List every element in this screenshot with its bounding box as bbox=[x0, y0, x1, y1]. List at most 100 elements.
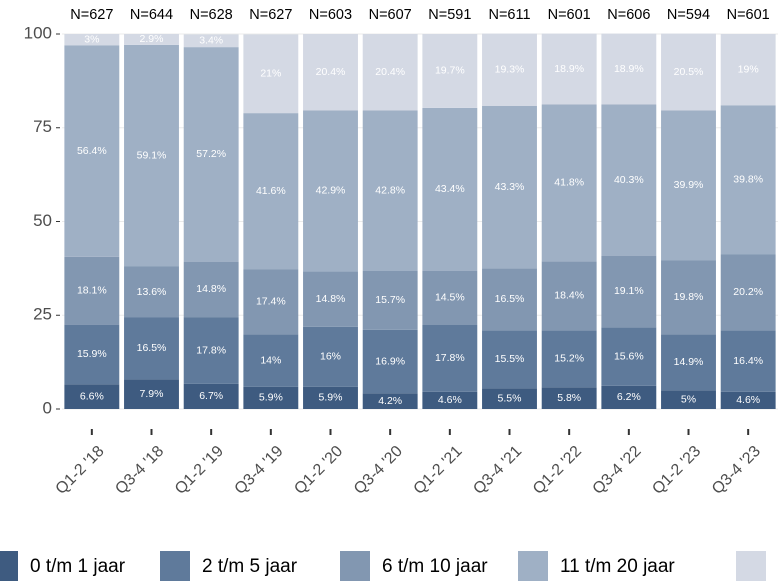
legend-swatch bbox=[0, 551, 18, 581]
x-tick-label: Q3-4 '19 bbox=[232, 443, 287, 498]
bar-segment bbox=[303, 34, 358, 111]
bar-segment bbox=[541, 33, 597, 105]
value-label: 7.9% bbox=[140, 388, 164, 400]
value-label: 5.5% bbox=[498, 392, 522, 404]
bar-segment bbox=[482, 33, 537, 106]
bar-segment bbox=[124, 317, 179, 380]
bar-segment bbox=[601, 385, 657, 409]
value-label: 19.1% bbox=[614, 285, 644, 297]
bar-segment bbox=[661, 33, 716, 111]
value-label: 14.8% bbox=[316, 293, 346, 305]
value-label: 15.2% bbox=[554, 353, 584, 365]
bar-segment bbox=[661, 334, 716, 391]
bar-segment bbox=[541, 261, 597, 331]
x-tick-label: Q1-2 '21 bbox=[411, 443, 466, 498]
bar-segment bbox=[541, 330, 597, 388]
x-tick-label: Q3-4 '20 bbox=[351, 443, 406, 498]
value-label: 3% bbox=[84, 33, 99, 45]
value-label: 3.4% bbox=[199, 35, 223, 47]
value-label: 41.6% bbox=[256, 185, 286, 197]
value-label: 6.6% bbox=[80, 390, 104, 402]
value-label: 16.9% bbox=[375, 355, 405, 367]
x-tick-label: Q3-4 '22 bbox=[590, 443, 645, 498]
n-label: N=601 bbox=[548, 7, 591, 23]
value-label: 14.5% bbox=[435, 292, 465, 304]
value-label: 6.2% bbox=[617, 391, 641, 403]
bar-segment bbox=[183, 317, 239, 384]
value-label: 5% bbox=[681, 393, 696, 405]
value-label: 16.5% bbox=[495, 293, 525, 305]
bar-segment bbox=[482, 106, 537, 269]
bar-segment bbox=[243, 113, 299, 270]
bar-segment bbox=[362, 329, 418, 394]
bar-segment bbox=[720, 391, 776, 409]
value-label: 4.2% bbox=[378, 395, 402, 407]
bar-segment bbox=[422, 325, 478, 392]
value-label: 20.5% bbox=[674, 66, 704, 78]
value-label: 14% bbox=[260, 354, 281, 366]
bar-segment bbox=[362, 271, 418, 330]
n-label: N=607 bbox=[369, 7, 412, 23]
bar-segment bbox=[601, 327, 657, 386]
bar-segment bbox=[64, 34, 120, 46]
x-tick-label: Q1-2 '23 bbox=[649, 443, 704, 498]
bar-segment bbox=[243, 34, 299, 114]
value-label: 15.6% bbox=[614, 350, 644, 362]
value-label: 39.8% bbox=[733, 174, 763, 186]
x-tick-label: Q1-2 '18 bbox=[53, 443, 108, 498]
legend-swatch bbox=[160, 551, 190, 581]
value-label: 19.3% bbox=[495, 64, 525, 76]
value-label: 15.5% bbox=[495, 353, 525, 365]
value-label: 16.4% bbox=[733, 355, 763, 367]
n-label: N=627 bbox=[70, 7, 113, 23]
bar-segment bbox=[422, 34, 478, 108]
bar-segment bbox=[422, 391, 478, 409]
value-label: 4.6% bbox=[736, 394, 760, 406]
x-tick-label: Q1-2 '20 bbox=[291, 443, 346, 498]
value-label: 41.8% bbox=[554, 177, 584, 189]
y-tick-label: 25 bbox=[33, 305, 52, 324]
value-label: 19.7% bbox=[435, 65, 465, 77]
bar-segment bbox=[601, 104, 657, 256]
x-tick-label: Q1-2 '22 bbox=[530, 443, 585, 498]
bar-segment bbox=[183, 261, 239, 318]
legend-swatch bbox=[518, 551, 548, 581]
value-label: 18.9% bbox=[554, 63, 584, 75]
y-tick-label: 0 bbox=[43, 398, 52, 417]
value-label: 21% bbox=[260, 68, 281, 80]
bar-segment bbox=[661, 110, 716, 261]
bar-segment bbox=[124, 266, 179, 318]
value-label: 42.8% bbox=[375, 185, 405, 197]
x-tick-label: Q1-2 '19 bbox=[172, 443, 227, 498]
bar-segment bbox=[243, 334, 299, 387]
value-label: 18.1% bbox=[77, 284, 107, 296]
n-label: N=594 bbox=[667, 7, 710, 23]
legend-label: 11 t/m 20 jaar bbox=[560, 556, 675, 577]
bar-segment bbox=[362, 393, 418, 409]
value-label: 2.9% bbox=[140, 33, 164, 45]
y-tick-label: 75 bbox=[33, 117, 52, 136]
legend-label: 2 t/m 5 jaar bbox=[202, 556, 298, 577]
n-label: N=611 bbox=[488, 7, 530, 23]
bar-segment bbox=[243, 386, 299, 409]
bar-segment bbox=[482, 388, 537, 409]
x-tick-label: Q3-4 '21 bbox=[470, 443, 525, 498]
value-label: 40.3% bbox=[614, 174, 644, 186]
value-label: 16% bbox=[320, 351, 341, 363]
bar-segment bbox=[303, 386, 358, 409]
bar-segment bbox=[362, 34, 418, 111]
legend-label: 0 t/m 1 jaar bbox=[30, 556, 126, 577]
bar-segment bbox=[720, 330, 776, 392]
n-label: N=601 bbox=[727, 7, 770, 23]
bar-segment bbox=[124, 34, 179, 45]
bar-segment bbox=[482, 330, 537, 389]
legend-swatch bbox=[340, 551, 370, 581]
value-label: 17.8% bbox=[435, 352, 465, 364]
value-label: 43.4% bbox=[435, 183, 465, 195]
bar-segment bbox=[720, 34, 776, 106]
bar-segment bbox=[422, 107, 478, 271]
n-label: N=644 bbox=[130, 7, 173, 23]
bar-segment bbox=[64, 384, 120, 409]
value-label: 16.5% bbox=[137, 342, 167, 354]
value-label: 18.4% bbox=[554, 290, 584, 302]
